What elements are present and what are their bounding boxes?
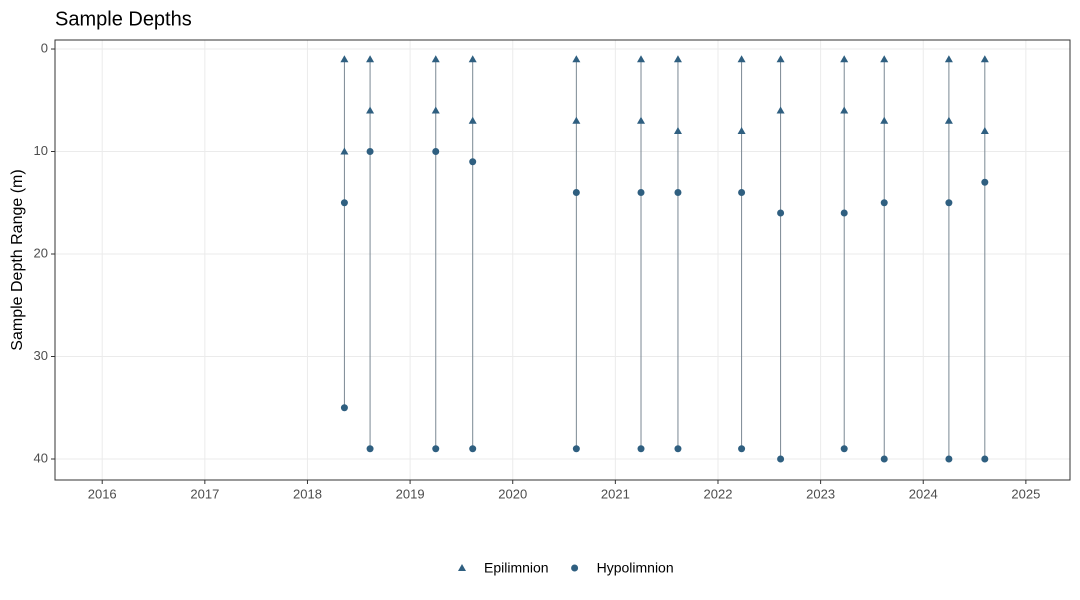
x-tick-label: 2020 (498, 486, 527, 501)
point (468, 116, 477, 124)
point (340, 199, 348, 207)
point (737, 55, 746, 63)
point (637, 116, 646, 124)
point (674, 445, 682, 453)
point (840, 445, 848, 453)
point (637, 55, 646, 63)
point (572, 55, 581, 63)
point (340, 404, 348, 412)
x-tick-label: 2018 (293, 486, 322, 501)
point (944, 116, 953, 124)
point (980, 55, 989, 63)
point (572, 445, 580, 453)
point (572, 116, 581, 124)
point (840, 209, 848, 217)
legend-marker (571, 564, 579, 572)
point (432, 148, 440, 156)
point (340, 55, 349, 63)
point (431, 106, 440, 114)
y-tick-label: 20 (34, 245, 48, 260)
point (945, 199, 953, 207)
point (981, 178, 989, 186)
x-tick-label: 2019 (396, 486, 425, 501)
point (468, 55, 477, 63)
point (674, 189, 682, 197)
point (880, 199, 888, 207)
y-tick-label: 40 (34, 450, 48, 465)
point (637, 189, 645, 197)
point (776, 55, 785, 63)
chart-title: Sample Depths (55, 8, 192, 30)
point (366, 445, 374, 453)
point (880, 55, 889, 63)
x-tick-label: 2024 (909, 486, 938, 501)
y-tick-label: 0 (41, 40, 48, 55)
point (840, 106, 849, 114)
point (944, 55, 953, 63)
point (673, 127, 682, 135)
point (432, 445, 440, 453)
point (776, 106, 785, 114)
plot-border (54, 39, 1071, 481)
y-tick-label: 30 (34, 348, 48, 363)
x-tick-label: 2022 (704, 486, 733, 501)
legend-marker (458, 564, 466, 571)
point (738, 189, 746, 197)
point (469, 158, 477, 166)
x-tick-label: 2017 (190, 486, 219, 501)
point (880, 455, 888, 463)
x-tick-label: 2025 (1011, 486, 1040, 501)
point (366, 148, 374, 156)
point (737, 127, 746, 135)
point (673, 55, 682, 63)
point (469, 445, 477, 453)
point (738, 445, 746, 453)
point (981, 455, 989, 463)
y-axis-label: Sample Depth Range (m) (9, 169, 26, 350)
legend-label: Epilimnion (484, 560, 549, 576)
point (945, 455, 953, 463)
x-tick-label: 2016 (88, 486, 117, 501)
point (637, 445, 645, 453)
point (777, 209, 785, 217)
point (840, 55, 849, 63)
legend-label: Hypolimnion (597, 560, 674, 576)
point (366, 55, 375, 63)
point (431, 55, 440, 63)
y-tick-label: 10 (34, 143, 48, 158)
x-tick-label: 2021 (601, 486, 630, 501)
x-tick-label: 2023 (806, 486, 835, 501)
point (980, 127, 989, 135)
point (572, 189, 580, 197)
point (340, 147, 349, 155)
point (777, 455, 785, 463)
point (366, 106, 375, 114)
point (880, 116, 889, 124)
